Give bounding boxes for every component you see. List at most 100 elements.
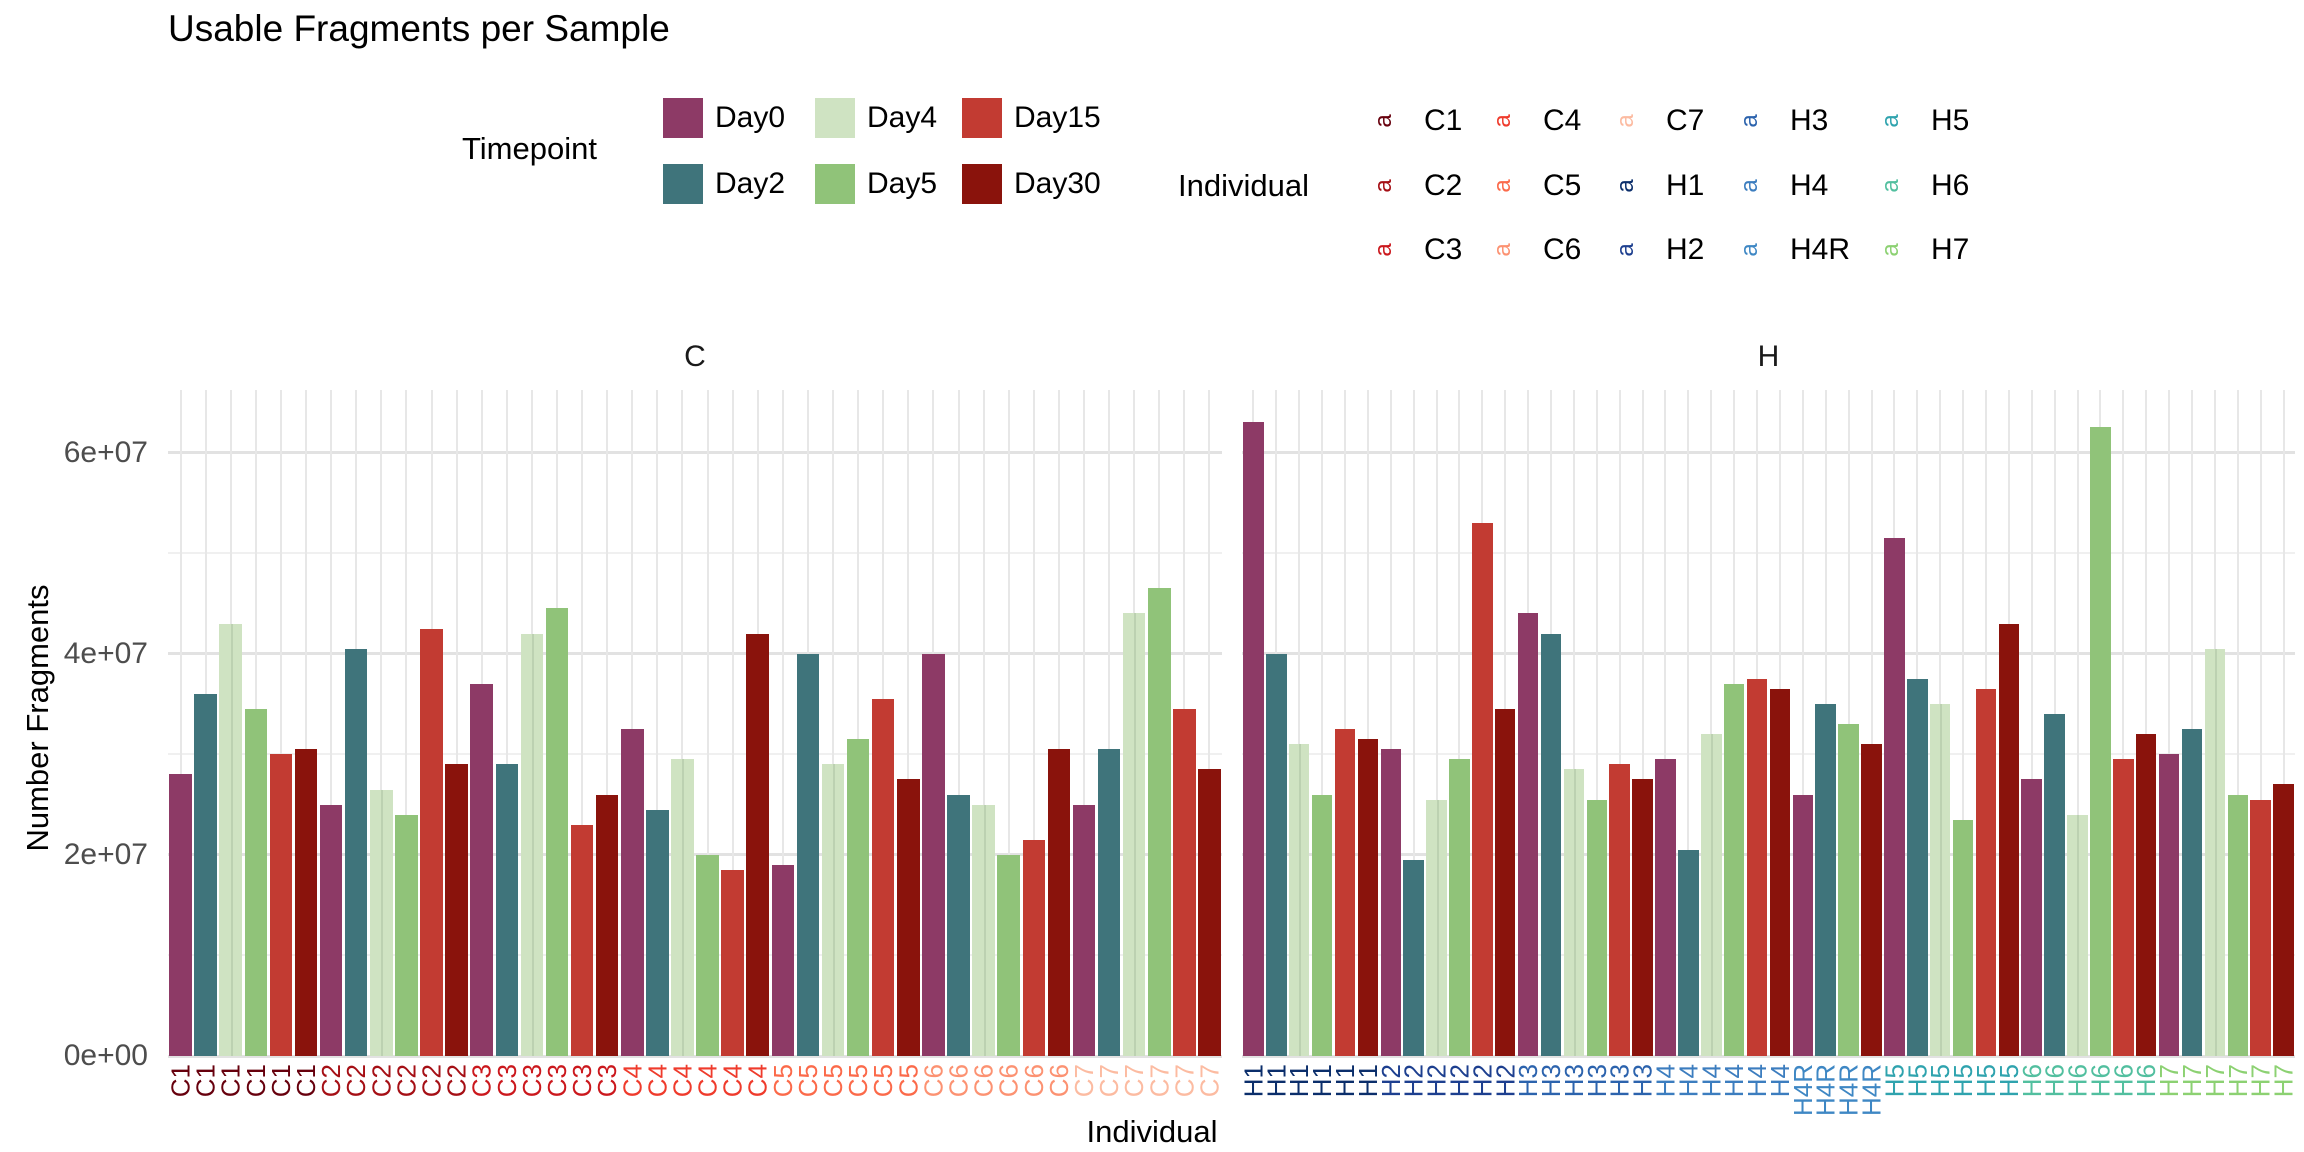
- individual-label-H4: H4: [1790, 169, 1829, 202]
- x-gridline: [606, 390, 609, 1056]
- bar-H5-Day2: [1907, 678, 1928, 1056]
- bar-H5-Day0: [1884, 538, 1905, 1056]
- y-tick-label: 4e+07: [63, 636, 148, 670]
- timepoint-label-Day0: Day0: [715, 101, 786, 134]
- x-tick-label-C1: C1: [265, 1064, 296, 1098]
- x-tick-label-C6: C6: [993, 1064, 1024, 1098]
- x-gridline: [1572, 390, 1575, 1056]
- individual-key-glyph-C2: a: [1370, 179, 1397, 193]
- individual-label-H7: H7: [1931, 233, 1970, 266]
- gridline-seam: [1711, 734, 1714, 1056]
- x-tick-label-C5: C5: [843, 1064, 874, 1098]
- minor-gridline: [1242, 552, 2295, 555]
- x-gridline: [1435, 390, 1438, 1056]
- x-tick-label-C1: C1: [215, 1064, 246, 1098]
- timepoint-swatch-Day30: [962, 164, 1002, 204]
- x-gridline: [1458, 390, 1461, 1056]
- individual-key-glyph-H7: a: [1877, 243, 1904, 257]
- bar-H7-Day5: [2227, 794, 2249, 1056]
- individual-label-H3: H3: [1790, 104, 1829, 137]
- x-gridline: [2190, 390, 2193, 1056]
- x-tick-label-C2: C2: [441, 1064, 472, 1098]
- bar-H3-Day0: [1517, 613, 1539, 1056]
- bar-H2-Day5: [1449, 759, 1470, 1056]
- x-tick-label-C3: C3: [592, 1064, 623, 1098]
- major-gridline: [1242, 853, 2295, 857]
- individual-key-glyph-H2: a: [1612, 243, 1639, 257]
- bar-H7-Day15: [2250, 799, 2271, 1056]
- x-gridline: [631, 390, 634, 1056]
- bar-C3-Day5: [545, 608, 569, 1056]
- individual-key-glyph-C6: a: [1489, 243, 1516, 257]
- timepoint-swatch-Day15: [962, 98, 1002, 138]
- x-gridline: [1641, 390, 1644, 1056]
- x-gridline: [1208, 390, 1211, 1056]
- bar-C6-Day4: [972, 804, 995, 1056]
- facet-strip-label-h: H: [1757, 340, 1780, 373]
- gridline-seam: [2077, 814, 2080, 1056]
- gridline-seam: [1573, 769, 1576, 1056]
- x-gridline: [279, 390, 282, 1056]
- x-tick-label-C7: C7: [1119, 1064, 1150, 1098]
- x-tick-label-C3: C3: [542, 1064, 572, 1098]
- gridline-seam: [983, 804, 986, 1056]
- bar-H7-Day2: [2181, 729, 2203, 1056]
- x-tick-label-C1: C1: [291, 1064, 321, 1098]
- x-tick-label-C2: C2: [341, 1064, 372, 1098]
- bar-H6-Day30: [2135, 734, 2157, 1056]
- individual-label-H1: H1: [1666, 169, 1705, 202]
- individual-label-C2: C2: [1424, 169, 1463, 202]
- gridline-seam: [1940, 704, 1943, 1056]
- x-gridline: [1007, 390, 1010, 1056]
- bar-H3-Day30: [1632, 779, 1653, 1056]
- bar-C3-Day15: [570, 824, 594, 1056]
- x-gridline: [656, 390, 659, 1056]
- x-gridline: [2030, 390, 2033, 1056]
- x-gridline: [1366, 390, 1369, 1056]
- y-axis-title: Number Fragments: [20, 584, 55, 852]
- x-gridline: [2145, 390, 2148, 1056]
- bar-H2-Day0: [1380, 749, 1402, 1056]
- bar-H3-Day5: [1586, 799, 1608, 1056]
- bar-C6-Day15: [1022, 839, 1046, 1056]
- minor-gridline: [168, 954, 1222, 957]
- individual-key-glyph-H5: a: [1877, 114, 1904, 128]
- x-gridline: [2236, 390, 2239, 1056]
- x-gridline: [305, 390, 308, 1056]
- x-tick-label-C6: C6: [943, 1064, 974, 1098]
- x-gridline: [1618, 390, 1621, 1056]
- major-gridline: [1242, 652, 2295, 656]
- bar-H1-Day5: [1311, 794, 1333, 1056]
- bar-H4-Day0: [1655, 759, 1676, 1056]
- individual-key-glyph-H3: a: [1736, 114, 1763, 128]
- bar-H2-Day15: [1472, 522, 1493, 1056]
- bar-C2-Day30: [445, 764, 468, 1056]
- x-gridline: [857, 390, 860, 1056]
- minor-gridline: [1242, 954, 2295, 957]
- x-tick-label-C6: C6: [1043, 1064, 1074, 1098]
- bar-H6-Day4: [2067, 814, 2088, 1056]
- individual-key-glyph-C3: a: [1370, 243, 1397, 257]
- x-tick-label-C3: C3: [466, 1064, 497, 1098]
- bar-H1-Day0: [1243, 422, 1264, 1056]
- bar-C4-Day30: [746, 633, 769, 1056]
- bar-H6-Day2: [2044, 714, 2065, 1056]
- x-tick-label-C7: C7: [1069, 1064, 1099, 1098]
- major-gridline: [168, 451, 1222, 455]
- bar-C4-Day15: [721, 869, 744, 1056]
- bar-C4-Day5: [696, 854, 719, 1056]
- x-gridline: [2282, 390, 2285, 1056]
- x-gridline: [1412, 390, 1415, 1056]
- x-tick-label-C6: C6: [1018, 1064, 1049, 1098]
- bar-C2-Day5: [395, 814, 418, 1056]
- bar-C4-Day2: [646, 809, 669, 1056]
- bar-C4-Day4: [671, 759, 694, 1056]
- x-gridline: [706, 390, 709, 1056]
- bar-C5-Day4: [821, 764, 845, 1056]
- x-gridline: [1321, 390, 1324, 1056]
- minor-gridline: [1242, 753, 2295, 756]
- bar-C3-Day2: [495, 764, 519, 1056]
- x-gridline: [1389, 390, 1392, 1056]
- bar-H3-Day2: [1540, 633, 1562, 1056]
- bar-C2-Day0: [319, 804, 343, 1056]
